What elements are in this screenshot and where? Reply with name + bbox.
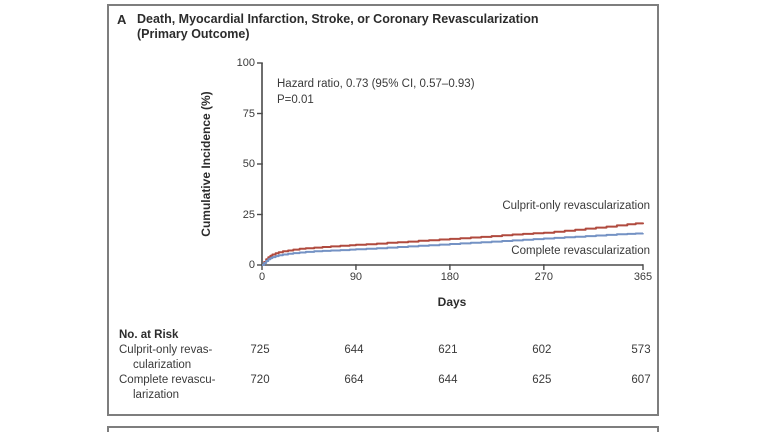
y-tick-label: 25 [242, 208, 255, 221]
y-tick-label: 100 [236, 57, 255, 69]
curve-label-complete: Complete revascularization [511, 245, 650, 257]
curve-label-culprit-only: Culprit-only revascularization [502, 200, 650, 212]
axes-lines [261, 63, 643, 266]
risk-count: 602 [532, 344, 552, 356]
risk-count: 725 [250, 344, 270, 356]
figure-title-line2: (Primary Outcome) [137, 27, 250, 41]
risk-count: 607 [631, 374, 651, 386]
p-value-text: P=0.01 [277, 94, 314, 106]
risk-row-label-culprit-line2: cularization [133, 359, 192, 371]
hazard-ratio-text: Hazard ratio, 0.73 (95% CI, 0.57–0.93) [277, 78, 475, 90]
risk-count: 664 [344, 374, 364, 386]
y-tick-label: 75 [242, 107, 255, 120]
survival-curve-plot [257, 62, 644, 270]
risk-count: 625 [532, 374, 552, 386]
x-axis-title: Days [437, 295, 467, 309]
panel-b-top-edge [107, 426, 659, 432]
x-tick-label: 270 [534, 271, 553, 283]
x-tick-label: 365 [633, 271, 653, 283]
risk-row-label-complete-line1: Complete revascu- [119, 374, 216, 386]
x-tick-label: 90 [349, 271, 363, 283]
hazard-ratio-annotation: Hazard ratio, 0.73 (95% CI, 0.57–0.93) P… [277, 76, 475, 108]
risk-row-label-complete-line2: larization [133, 389, 180, 401]
y-axis-title: Cumulative Incidence (%) [199, 91, 213, 237]
risk-count: 573 [631, 344, 651, 356]
figure-title-line1: Death, Myocardial Infarction, Stroke, or… [137, 12, 539, 26]
y-tick-label: 50 [242, 158, 255, 170]
y-tick-label: 0 [248, 259, 255, 271]
risk-count: 621 [438, 344, 458, 356]
panel-a-frame [107, 4, 659, 416]
risk-count: 644 [344, 344, 364, 356]
risk-table-heading: No. at Risk [119, 329, 179, 341]
curve-culprit-only [262, 222, 644, 266]
risk-row-label-culprit-line1: Culprit-only revas- [119, 344, 213, 356]
x-tick-label: 180 [440, 271, 460, 283]
risk-count: 644 [438, 374, 458, 386]
curve-complete [262, 232, 644, 266]
risk-count: 720 [250, 374, 270, 386]
panel-label: A [117, 12, 127, 27]
x-tick-label: 0 [258, 271, 266, 283]
